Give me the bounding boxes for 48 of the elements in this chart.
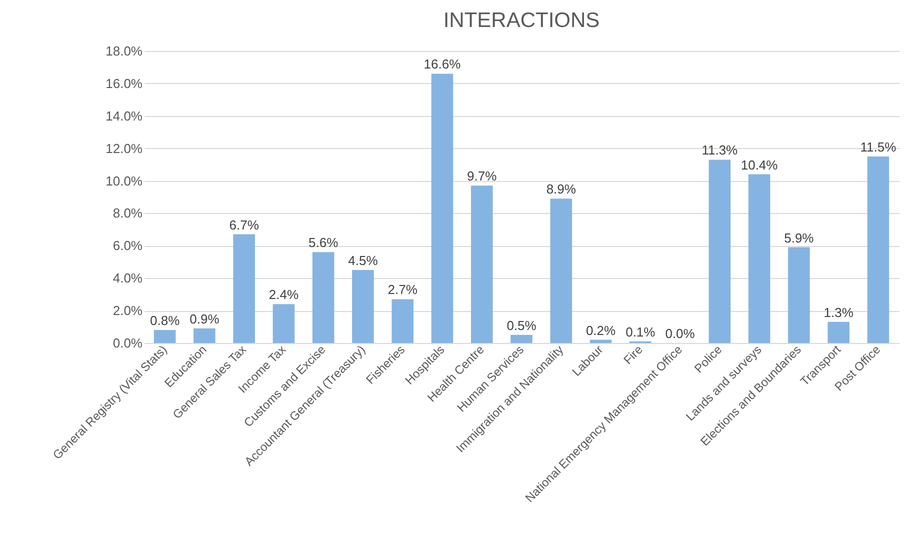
bar [867,156,890,343]
data-label: 1.3% [824,304,854,320]
y-tick-label: 0.0% [112,336,143,350]
data-label: 4.5% [348,253,378,268]
bar [233,234,255,343]
bar [392,299,414,343]
data-label: 0.8% [150,313,180,328]
y-tick-label: 16.0% [106,76,143,91]
y-tick-label: 12.0% [106,140,143,156]
y-tick-label: 6.0% [112,238,143,254]
y-tick-label: 14.0% [106,108,143,124]
bar [708,160,731,343]
data-label: 11.3% [702,142,738,158]
bar [312,252,334,343]
bar [788,247,810,343]
data-label: 2.7% [388,282,418,298]
bar [272,304,295,343]
bar [748,174,770,343]
data-label: 5.9% [784,230,814,246]
data-label: 2.4% [268,287,299,302]
y-tick-label: 18.0% [106,44,143,58]
y-tick-label: 10.0% [106,173,143,188]
data-label: 16.6% [424,56,462,72]
bar [590,340,612,343]
data-label: 0.0% [665,326,696,341]
data-label: 0.5% [506,318,537,333]
data-label: 0.9% [190,311,220,326]
chart-title: INTERACTIONS [443,9,600,32]
data-label: 10.4% [740,157,778,172]
data-label: 11.5% [860,139,897,154]
y-tick-label: 4.0% [112,270,143,286]
bar [550,198,572,343]
bar [352,270,374,343]
data-label: 5.6% [308,235,339,250]
bar [154,330,176,343]
bar [828,322,850,343]
data-label: 0.2% [586,322,616,338]
bar [510,334,532,343]
data-label: 9.7% [467,168,498,184]
bar [431,74,454,343]
data-label: 0.1% [626,324,656,340]
data-label: 8.9% [546,182,576,197]
y-tick-label: 8.0% [112,206,143,221]
bar [194,328,216,343]
x-tick-label: Fire [620,342,646,368]
data-label: 6.7% [229,217,260,232]
bar [470,186,493,343]
y-tick-label: 2.0% [112,303,143,318]
